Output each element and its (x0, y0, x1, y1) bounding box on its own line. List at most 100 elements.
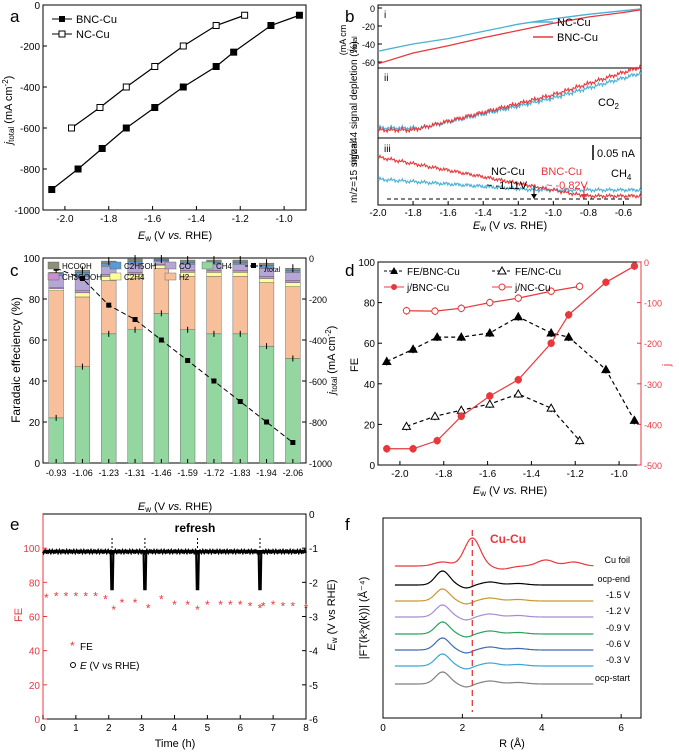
e-xtick-label: 4 (172, 723, 178, 734)
c-xtick-label: -1.72 (204, 468, 225, 478)
b-legend-nc: NC-Cu (557, 17, 591, 29)
e-fe-point: * (261, 600, 266, 614)
e-refresh-label: refresh (175, 521, 216, 535)
d-point (546, 403, 557, 412)
c-bar-CH4 (101, 333, 117, 464)
d-point (431, 307, 439, 315)
b-xtick-label: -0.6 (615, 208, 633, 219)
c-xtick-label: -0.93 (46, 468, 67, 478)
e-ytick-right-label: -2 (309, 578, 318, 589)
d-point (513, 311, 524, 321)
b-xtick-label: -2.0 (369, 208, 387, 219)
e-xtick-label: 7 (270, 723, 276, 734)
a-point (122, 83, 130, 91)
c-jtotal-point (106, 302, 112, 308)
c-jtotal-point (237, 399, 243, 404)
e-ytick-label: 20 (29, 681, 41, 692)
d-point (601, 364, 611, 374)
f-curve-label: -1.5 V (606, 590, 630, 600)
b-ylabel-ii: m/z=44 signal depletion (%) (349, 41, 360, 165)
f-curve-label: -0.6 V (606, 639, 630, 649)
d-series (381, 262, 640, 453)
f-curve (394, 621, 594, 638)
panel-letter-a: a (10, 7, 20, 26)
d-xlabel: Ew (V vs. RHE) (473, 485, 547, 498)
b-nc-arrowhead (531, 194, 537, 199)
a-series (48, 11, 303, 193)
c-bar-H2 (180, 276, 196, 330)
a-point (151, 63, 159, 70)
c-ylabel: Faradaic effeciency (%) (9, 297, 23, 423)
e-fe-point: * (304, 601, 309, 615)
e-xtick-label: 6 (237, 723, 243, 734)
a-point (122, 124, 130, 132)
e-legend: * FE E (V vs RHE) (70, 639, 139, 672)
c-bar-C2H4 (285, 282, 301, 287)
b-ytick-label: -20 (362, 22, 375, 32)
d-legend-j-nc: j/NC-Cu (514, 283, 551, 294)
c-bar-H2 (258, 282, 275, 347)
d-ytick-right-label: -500 (644, 461, 662, 471)
d-point (514, 376, 522, 384)
c-bar-C2H4 (48, 288, 64, 291)
c-bar-CH4 (232, 333, 248, 464)
d-point (432, 332, 443, 341)
a-xtick-label: -2.0 (56, 214, 74, 225)
a-point (295, 11, 303, 19)
c-jtotal-point (132, 317, 138, 322)
e-legend-circle (70, 662, 76, 668)
d-legend-circle-open (498, 283, 506, 291)
d-point (547, 287, 555, 295)
c-legend-label: CH3COOH (62, 273, 102, 282)
b-scale-label: 0.05 nA (597, 148, 636, 160)
d-xtick-label: -2.0 (391, 469, 409, 480)
e-refresh-arrowhead (194, 550, 201, 555)
c-bar-H2 (74, 296, 91, 367)
e-fe-point: * (238, 598, 243, 612)
c-xtick-label: -1.06 (72, 468, 93, 478)
d-ytick-right-label: 0 (644, 258, 649, 268)
a-ytick-label: -1000 (14, 206, 40, 217)
c-bar-CH4 (127, 329, 143, 464)
b-ylabel-iii: m/z=15 signal (349, 141, 360, 203)
b-curve-iii-bnc (377, 154, 642, 200)
e-fe-point: * (281, 600, 286, 614)
a-xtick-label: -1.0 (275, 214, 293, 225)
legend-square-filled (59, 16, 65, 22)
e-legend-ew: E (V vs RHE) (80, 661, 139, 672)
a-point (212, 63, 220, 70)
panel-letter-c: c (10, 261, 19, 280)
f-curve-label: ocp-end (597, 574, 630, 584)
f-xtick-label: 0 (380, 723, 386, 734)
e-legend-fe: FE (80, 642, 93, 653)
a-y-ticks: 0 -200 -400 -600 -800 -1000 (14, 1, 47, 217)
a-ytick-label: -600 (20, 124, 40, 135)
c-bar-H2 (232, 276, 248, 335)
d-legend: FE/BNC-Cu FE/NC-Cu j/BNC-Cu j/NC-Cu (384, 265, 561, 294)
c-xtick-label: -1.31 (125, 468, 146, 478)
a-point (96, 104, 104, 111)
f-curve (394, 653, 594, 670)
c-bar-H2 (127, 278, 143, 330)
b-ytick-label: -60 (362, 58, 375, 68)
d-point (486, 392, 494, 400)
b-curves (377, 8, 642, 200)
panel-letter-e: e (10, 515, 19, 534)
e-xtick-label: 1 (73, 723, 79, 734)
e-fe-point: * (111, 603, 116, 617)
e-fe-point: * (195, 603, 200, 617)
b-curve-i (377, 8, 642, 52)
f-curve-label: -0.3 V (606, 655, 630, 665)
c-legend-jtotal: jtotal (264, 262, 281, 274)
c-legend-label: CH4 (216, 262, 233, 271)
e-fe-point: * (185, 598, 190, 612)
c-bar-CH4 (48, 417, 64, 464)
f-ylabel: |FT(k³χ(k))| (Å⁻⁴) (357, 577, 370, 660)
d-point (575, 282, 584, 291)
f-curve (394, 588, 594, 605)
b-ytick-label: -40 (362, 40, 375, 50)
e-fe-point: * (93, 589, 98, 603)
a-point (48, 186, 56, 193)
a-point (74, 165, 82, 173)
